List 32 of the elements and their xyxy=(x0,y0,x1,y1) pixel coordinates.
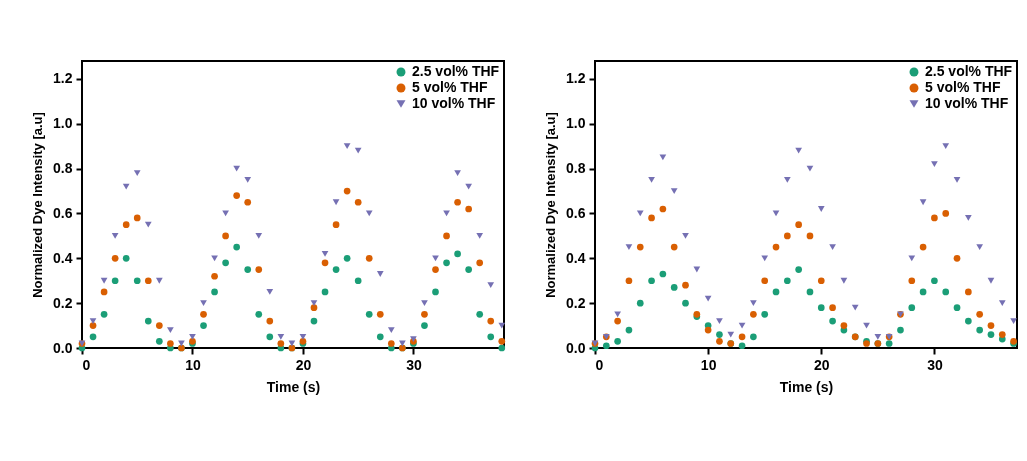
y-tick-label: 0.6 xyxy=(566,204,586,221)
x-axis-title: Time (s) xyxy=(266,378,321,395)
legend-label: 2.5 vol% THF xyxy=(412,63,500,79)
x-tick-label: 10 xyxy=(700,356,717,373)
y-axis-title: Normalized Dye Intensity [a.u] xyxy=(543,112,559,298)
legend-label: 10 vol% THF xyxy=(412,95,496,111)
x-tick-label: 20 xyxy=(295,356,312,373)
y-tick-label: 0.2 xyxy=(53,294,73,311)
legend-label: 5 vol% THF xyxy=(925,79,1001,95)
y-tick-label: 1.2 xyxy=(53,70,73,87)
x-tick-label: 20 xyxy=(813,356,830,373)
y-tick-label: 0.8 xyxy=(566,160,586,177)
legend-label: 2.5 vol% THF xyxy=(925,63,1013,79)
x-tick-label: 0 xyxy=(82,356,91,373)
y-tick-label: 0.4 xyxy=(566,249,586,266)
y-axis-title: Normalized Dye Intensity [a.u] xyxy=(30,112,46,298)
y-tick-label: 0.2 xyxy=(566,294,586,311)
y-tick-label: 0.0 xyxy=(566,339,586,356)
x-tick-label: 10 xyxy=(185,356,201,373)
legend-label: 5 vol% THF xyxy=(412,79,488,95)
y-tick-label: 1.0 xyxy=(566,115,586,132)
y-tick-label: 0.6 xyxy=(53,204,73,221)
legend-label: 10 vol% THF xyxy=(925,95,1009,111)
y-tick-label: 0.0 xyxy=(53,339,73,356)
x-tick-label: 30 xyxy=(406,356,422,373)
x-tick-label: 30 xyxy=(927,356,943,373)
y-tick-label: 1.0 xyxy=(53,115,73,132)
x-axis-title: Time (s) xyxy=(779,378,834,395)
y-tick-label: 0.8 xyxy=(53,160,73,177)
x-tick-label: 0 xyxy=(595,356,604,373)
y-tick-label: 1.2 xyxy=(566,70,586,87)
y-tick-label: 0.4 xyxy=(53,249,73,266)
